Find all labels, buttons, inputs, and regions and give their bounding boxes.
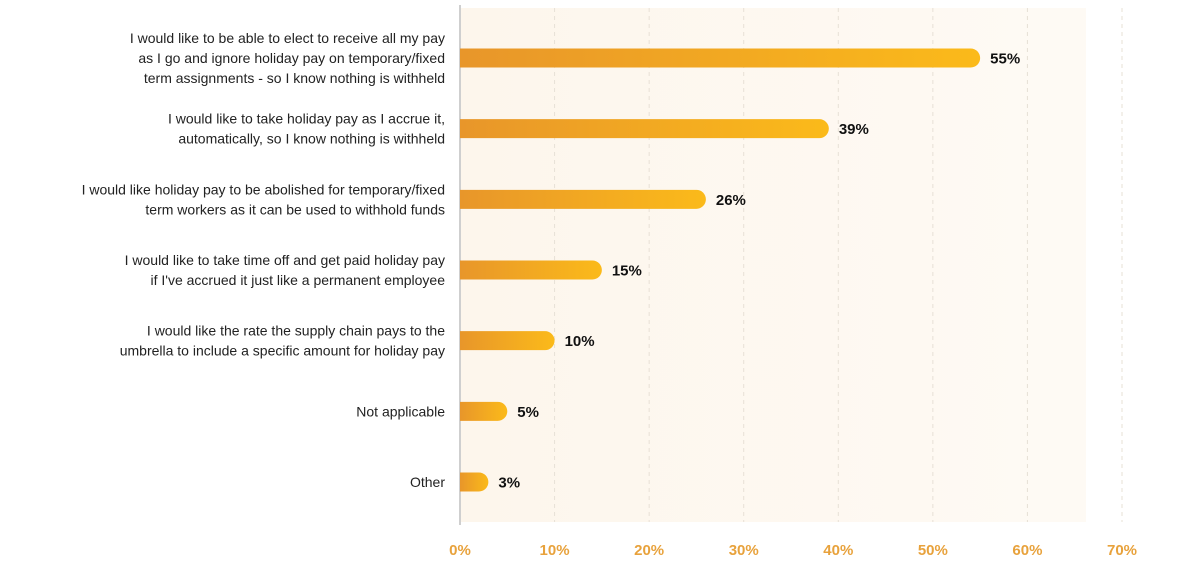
category-label: I would like to be able to elect to rece… [130,30,445,86]
bar-value-label: 26% [716,192,746,209]
category-label-line: Other [410,474,445,490]
bar-value-label: 15% [612,263,642,280]
bar-value-label: 5% [517,404,539,421]
value-labels: 55% 39% 26% 15% 10% 5% 3% [498,51,1020,492]
category-label-line: I would like holiday pay to be abolished… [82,181,445,197]
category-label-line: automatically, so I know nothing is with… [178,131,445,147]
x-tick-label: 70% [1107,542,1137,559]
bar [460,48,981,68]
category-label-line: as I go and ignore holiday pay on tempor… [138,50,445,66]
x-tick-label: 0% [449,542,471,559]
category-label: Not applicable [356,403,445,419]
category-label-line: umbrella to include a specific amount fo… [120,343,445,359]
bar [460,472,489,492]
bar [460,331,555,351]
category-label-line: I would like to take time off and get pa… [125,252,445,268]
category-label-line: I would like to take holiday pay as I ac… [168,111,445,127]
x-tick-label: 20% [634,542,664,559]
bar [460,189,706,209]
x-tick-label: 40% [823,542,853,559]
category-label: I would like the rate the supply chain p… [120,323,446,359]
x-tick-label: 30% [729,542,759,559]
category-label-line: Not applicable [356,403,445,419]
bar-series [460,48,981,492]
bar-value-label: 55% [990,51,1020,68]
bar [460,119,829,139]
category-label-line: I would like to be able to elect to rece… [130,30,445,46]
x-tick-label: 60% [1012,542,1042,559]
bar-value-label: 3% [498,475,520,492]
category-label: I would like to take holiday pay as I ac… [168,111,445,147]
x-axis-ticks: 0% 10% 20% 30% 40% 50% 60% 70% [449,542,1137,559]
category-label-line: if I've accrued it just like a permanent… [151,272,446,288]
bar [460,260,602,280]
bar-value-label: 10% [565,333,595,350]
category-label: I would like to take time off and get pa… [125,252,446,288]
category-label-line: I would like the rate the supply chain p… [147,323,445,339]
x-tick-label: 50% [918,542,948,559]
bar-value-label: 39% [839,121,869,138]
category-label-line: term workers as it can be used to withho… [145,201,445,217]
category-label-line: term assignments - so I know nothing is … [144,70,445,86]
bar [460,401,508,421]
category-labels: I would like to be able to elect to rece… [82,30,446,490]
x-tick-label: 10% [540,542,570,559]
category-label: Other [410,474,445,490]
category-label: I would like holiday pay to be abolished… [82,181,445,217]
